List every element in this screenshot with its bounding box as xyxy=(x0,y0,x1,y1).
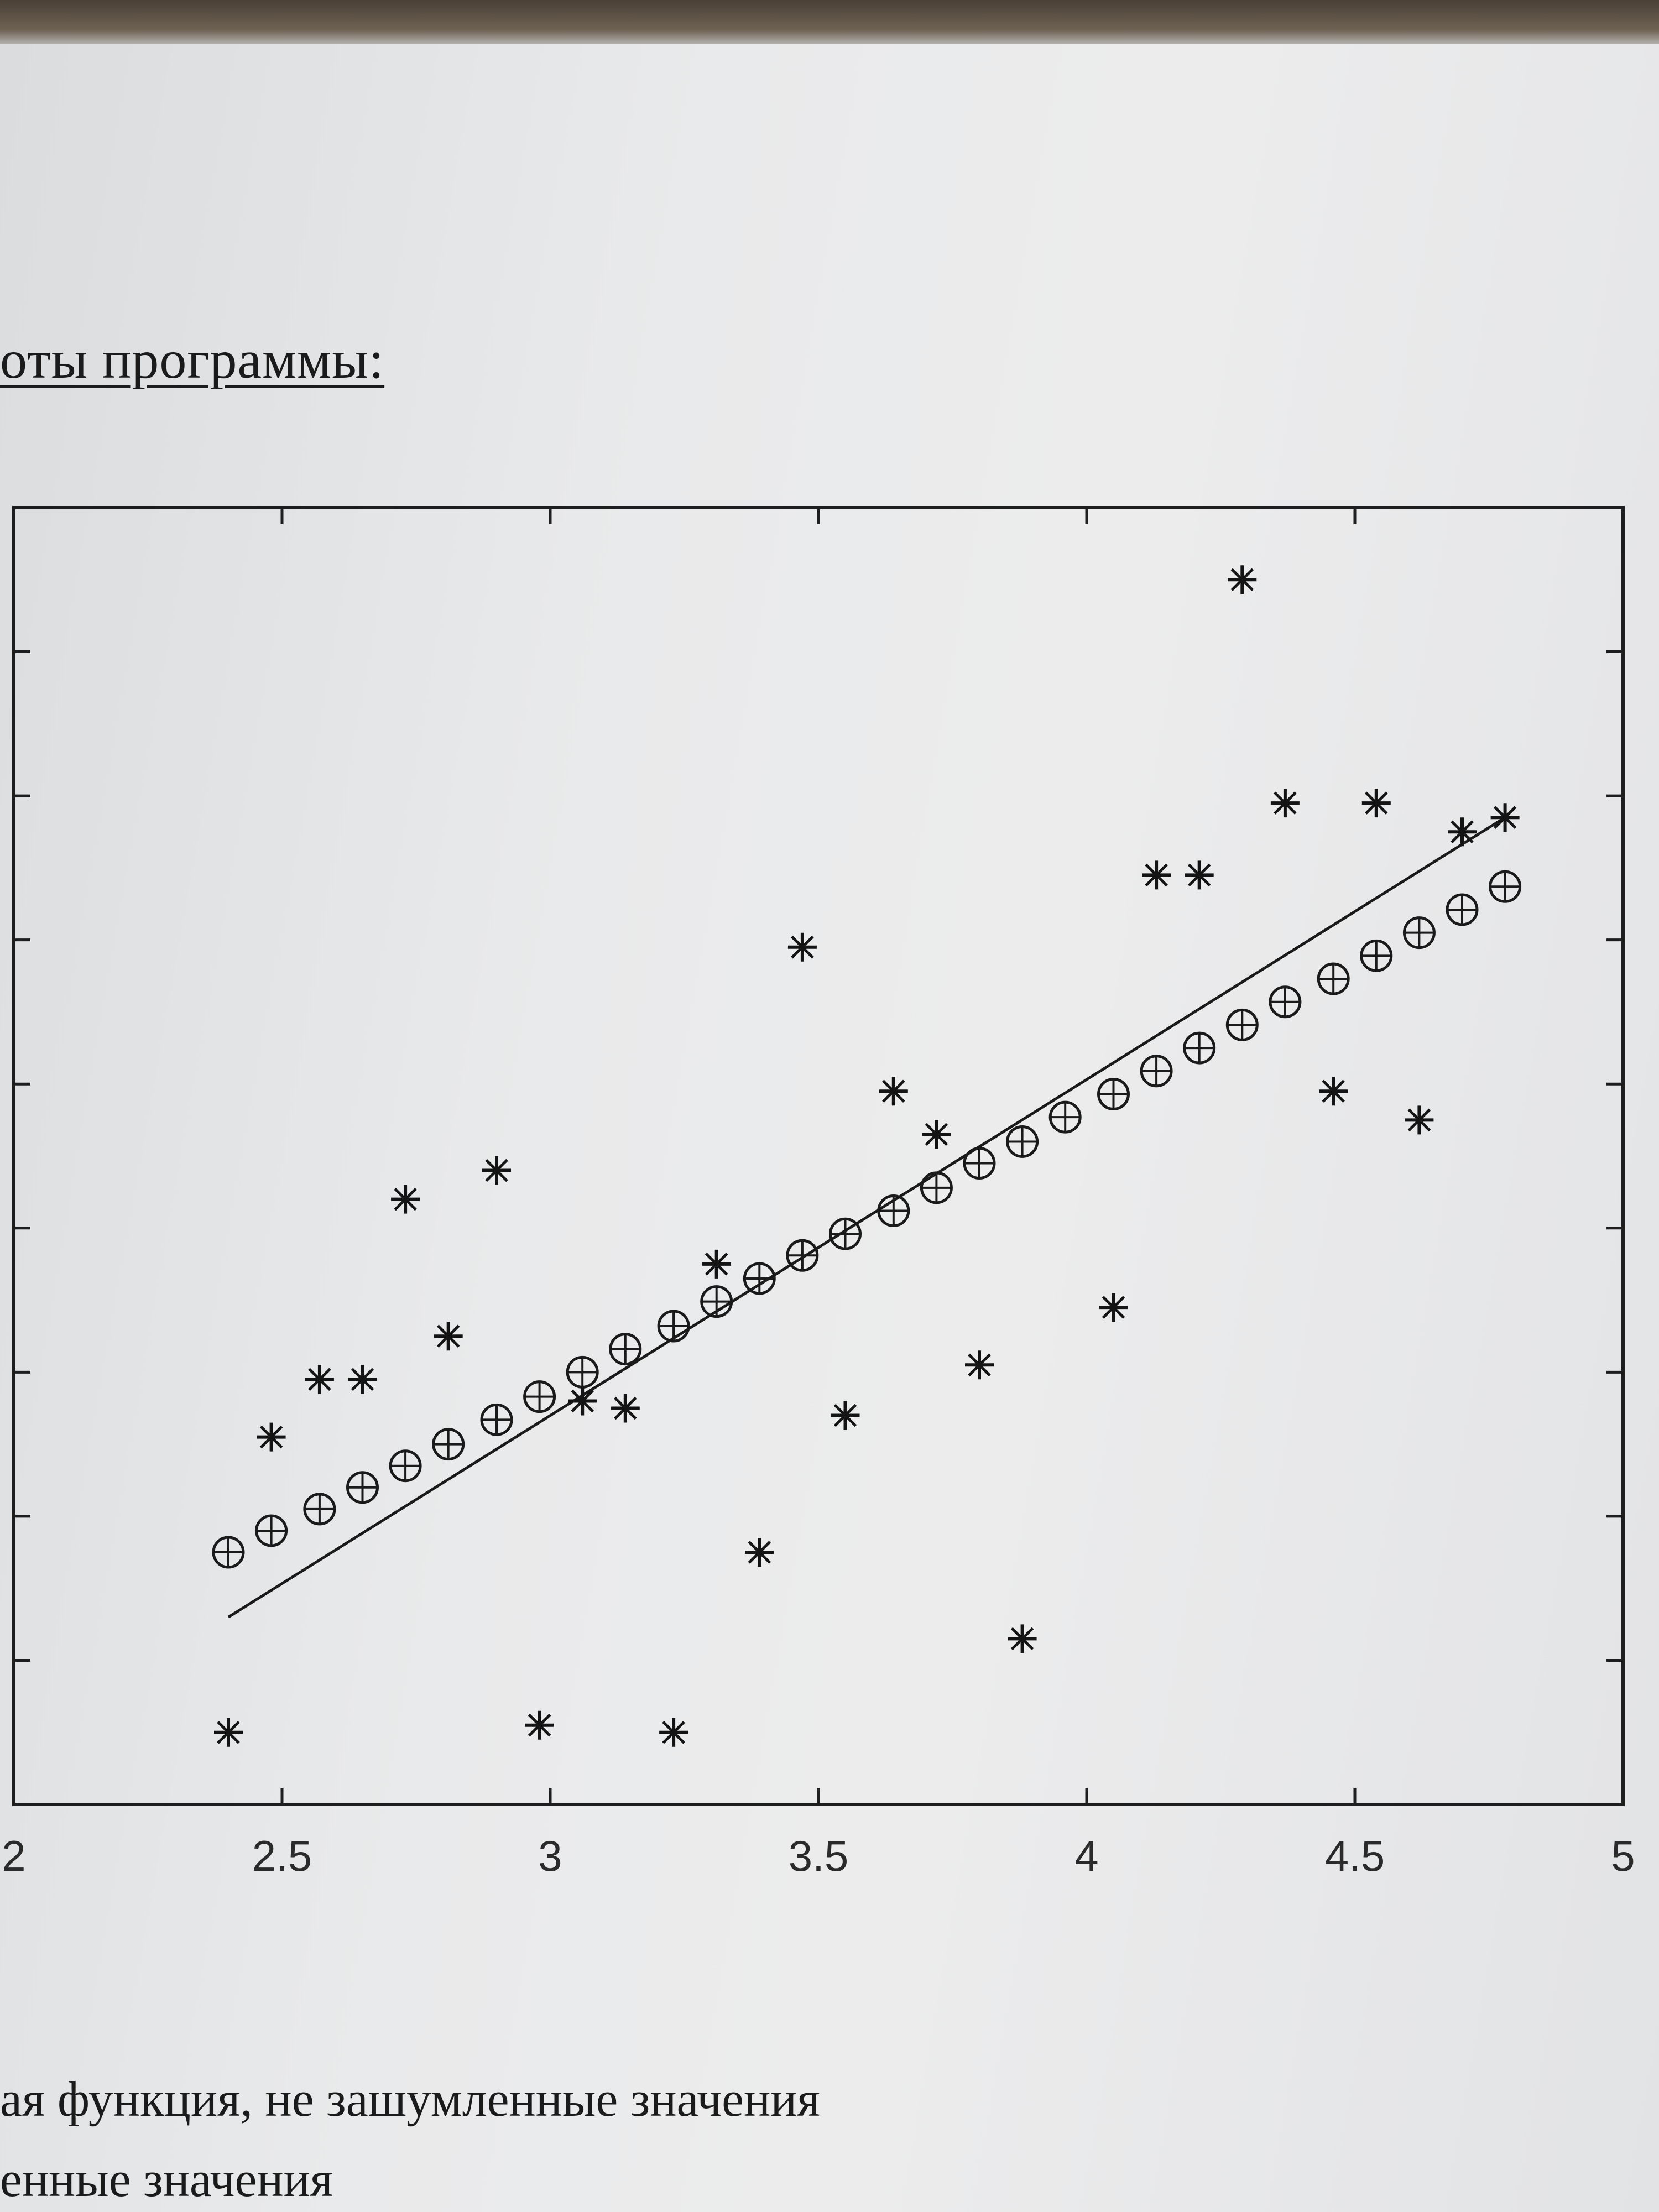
star-point xyxy=(348,1365,377,1394)
x-axis-ticks xyxy=(12,508,1625,1804)
plot-frame xyxy=(12,506,1625,1806)
star-point xyxy=(922,1120,951,1149)
circle-plus-point xyxy=(743,1262,776,1295)
circle-plus-point xyxy=(963,1147,996,1180)
background-surface xyxy=(0,0,1659,50)
circle-plus-point xyxy=(1317,962,1350,995)
circle-plus-point xyxy=(1006,1125,1039,1158)
circle-plus-point xyxy=(1446,893,1479,926)
star-point xyxy=(257,1422,286,1452)
circle-plus-point xyxy=(877,1194,910,1228)
circle-plus-point xyxy=(1269,985,1302,1019)
regression-line xyxy=(227,816,1506,1619)
star-point xyxy=(611,1394,640,1423)
circle-plus-point xyxy=(346,1471,379,1504)
circle-plus-point xyxy=(1097,1077,1130,1110)
star-point xyxy=(1405,1105,1434,1135)
star-point xyxy=(879,1077,908,1106)
regression-line-series xyxy=(227,816,1506,1619)
circle-plus-point xyxy=(255,1514,288,1547)
star-point xyxy=(1361,789,1391,818)
star-point xyxy=(787,932,817,962)
legend-caption-line-1: ая функция, не зашумленные значения xyxy=(0,2072,820,2127)
x-tick-label: 4.5 xyxy=(1325,1832,1385,1880)
star-point xyxy=(1228,565,1257,594)
star-point xyxy=(1490,803,1520,832)
x-tick-label: 2 xyxy=(2,1832,25,1880)
circle-plus-point xyxy=(609,1333,642,1366)
star-point xyxy=(1448,817,1477,847)
circle-plus-point xyxy=(1402,916,1436,950)
noiseless-values-series xyxy=(212,870,1522,1569)
circle-plus-point xyxy=(1048,1100,1082,1134)
circle-plus-point xyxy=(1360,939,1393,972)
noisy-values-series xyxy=(214,565,1520,1747)
x-tick-label: 2.5 xyxy=(252,1832,312,1880)
circle-plus-point xyxy=(920,1171,953,1204)
star-point xyxy=(659,1718,688,1747)
legend-caption-line-2: енные значения xyxy=(0,2152,333,2207)
section-heading: оты программы: xyxy=(0,330,385,390)
circle-plus-point xyxy=(389,1449,422,1483)
circle-plus-point xyxy=(1140,1055,1173,1088)
star-point xyxy=(702,1249,731,1279)
y-axis-ticks xyxy=(14,650,1623,1662)
star-point xyxy=(831,1401,860,1430)
circle-plus-point xyxy=(1225,1008,1259,1041)
x-tick-label: 3.5 xyxy=(789,1832,848,1880)
circle-plus-point xyxy=(786,1239,819,1272)
paper-sheet xyxy=(0,44,1659,2212)
star-point xyxy=(568,1386,597,1416)
star-point xyxy=(1185,860,1214,890)
star-point xyxy=(305,1365,334,1394)
star-point xyxy=(1008,1624,1037,1653)
star-point xyxy=(965,1350,994,1380)
x-tick-label: 5 xyxy=(1611,1832,1635,1880)
star-point xyxy=(214,1718,243,1747)
circle-plus-point xyxy=(432,1428,465,1461)
x-tick-label: 3 xyxy=(538,1832,562,1880)
circle-plus-point xyxy=(829,1217,862,1250)
star-point xyxy=(482,1156,511,1185)
circle-plus-point xyxy=(1489,870,1522,903)
circle-plus-point xyxy=(303,1493,336,1526)
circle-plus-point xyxy=(657,1310,690,1343)
circle-plus-point xyxy=(700,1285,733,1318)
circle-plus-point xyxy=(1183,1031,1216,1065)
circle-plus-point xyxy=(212,1536,245,1569)
star-point xyxy=(391,1185,420,1214)
circle-plus-point xyxy=(566,1355,599,1389)
star-point xyxy=(1142,860,1171,890)
star-point xyxy=(434,1322,463,1351)
x-tick-label: 4 xyxy=(1074,1832,1098,1880)
x-axis-tick-labels: 2 2.5 3 3.5 4 4.5 5 xyxy=(2,1832,1635,1880)
circle-plus-point xyxy=(523,1380,556,1413)
star-point xyxy=(1270,789,1300,818)
circle-plus-point xyxy=(480,1403,513,1436)
star-point xyxy=(1319,1077,1348,1106)
star-point xyxy=(745,1538,774,1567)
star-point xyxy=(525,1710,554,1740)
star-point xyxy=(1099,1293,1128,1322)
